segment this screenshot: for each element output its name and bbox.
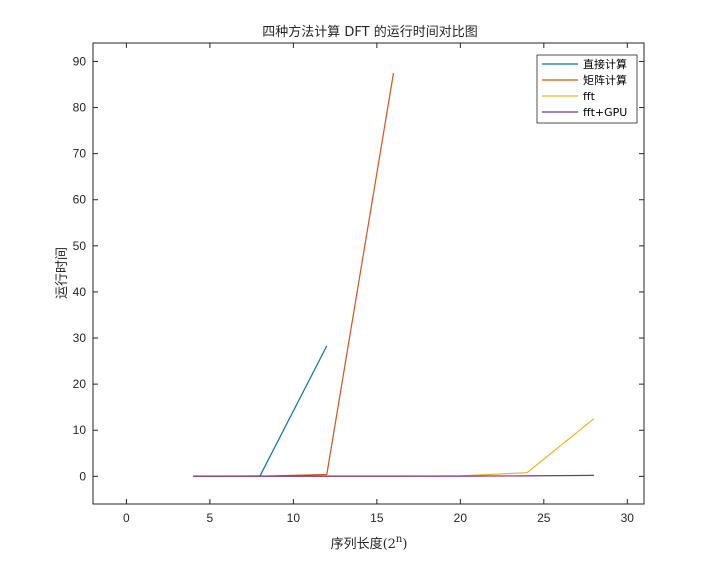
legend-entry-label: fft — [583, 90, 596, 103]
y-tick-label: 60 — [73, 193, 87, 207]
legend-entry-label: 矩阵计算 — [583, 73, 627, 87]
x-axis-label: 序列长度(2n) — [331, 534, 408, 552]
y-tick-label: 80 — [73, 101, 87, 115]
chart-title: 四种方法计算 DFT 的运行时间对比图 — [262, 24, 477, 40]
series-lines — [193, 72, 595, 477]
y-tick-label: 10 — [73, 423, 87, 437]
x-tick-label: 0 — [123, 511, 130, 525]
x-tick-label: 25 — [537, 511, 551, 525]
y-tick-label: 40 — [73, 285, 87, 299]
y-tick-label: 70 — [73, 147, 87, 161]
y-tick-label: 30 — [73, 331, 87, 345]
legend-entry-label: fft+GPU — [583, 106, 627, 119]
series-line-fft+GPU — [193, 474, 594, 477]
x-tick-label: 5 — [207, 511, 214, 525]
y-axis: 0 10 20 30 40 50 60 70 80 90 — [73, 54, 644, 483]
y-axis-label: 运行时间 — [55, 247, 70, 299]
x-tick-label: 10 — [287, 511, 301, 525]
y-tick-label: 20 — [73, 377, 87, 391]
x-tick-label: 15 — [370, 511, 384, 525]
x-tick-label: 20 — [454, 511, 468, 525]
y-tick-label: 0 — [79, 469, 86, 483]
y-tick-label: 90 — [73, 54, 87, 68]
y-tick-label: 50 — [73, 239, 87, 253]
legend-entry-label: 直接计算 — [583, 57, 627, 71]
legend-box — [536, 54, 638, 124]
x-axis: 0 5 10 15 20 25 30 — [123, 43, 634, 525]
x-tick-label: 30 — [621, 511, 635, 525]
